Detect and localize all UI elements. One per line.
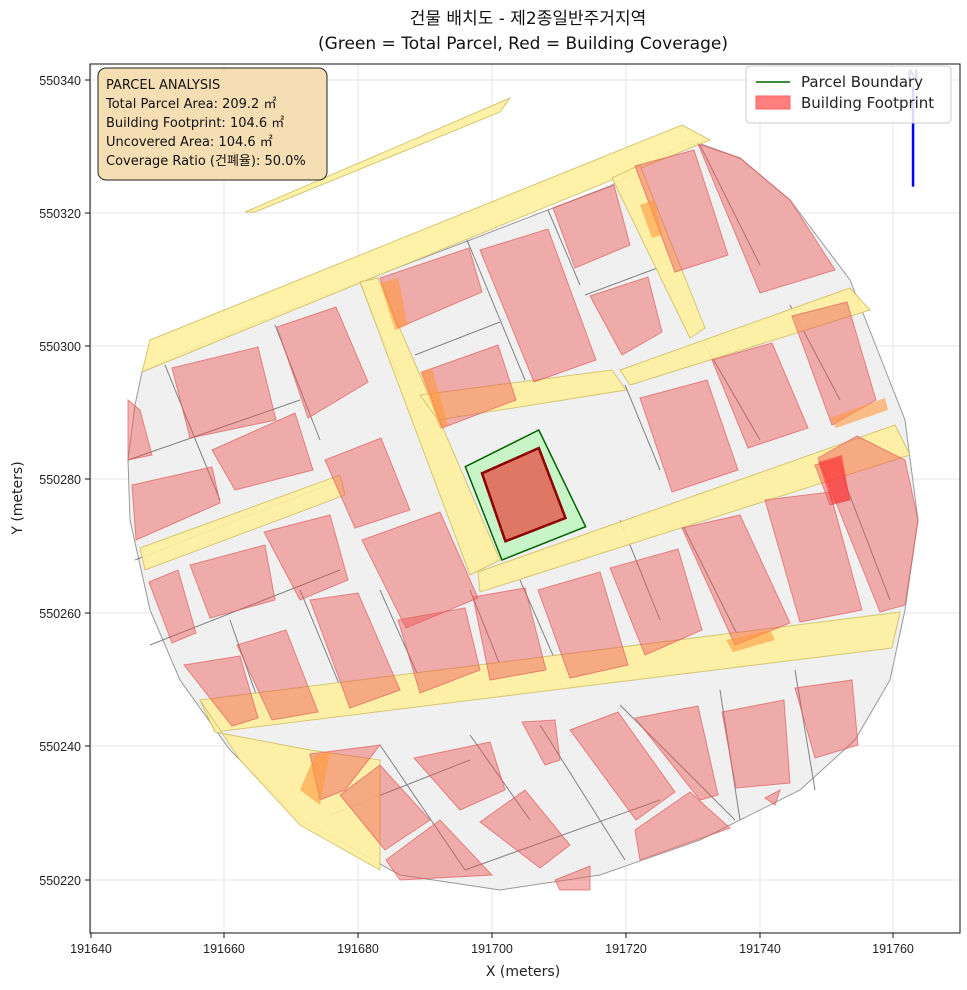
context-building (589, 276, 663, 356)
x-tick-label: 191660 (203, 942, 245, 956)
context-building (189, 544, 276, 619)
y-tick-label: 550300 (39, 340, 81, 354)
chart-title-line1: 건물 배치도 - 제2종일반주거지역 (410, 9, 646, 29)
x-axis-label: X (meters) (486, 964, 560, 980)
context-building (361, 511, 479, 629)
x-tick-label: 191720 (605, 942, 647, 956)
context-building (569, 711, 676, 821)
context-building (211, 412, 314, 491)
overlap (420, 368, 448, 428)
legend-parcel-label: Parcel Boundary (801, 73, 923, 91)
chart-title-line2: (Green = Total Parcel, Red = Building Co… (318, 34, 728, 54)
context-building (791, 301, 877, 426)
context-building (552, 184, 631, 269)
y-tick-label: 550280 (39, 473, 81, 487)
context-building (276, 306, 369, 419)
context-building (309, 592, 401, 709)
context-building (339, 764, 431, 851)
context-building (479, 789, 571, 869)
context-building (711, 342, 809, 449)
context-building (609, 548, 703, 656)
info-total-area: Total Parcel Area: 209.2 ㎡ (105, 97, 276, 112)
context-building (397, 607, 481, 694)
context-building (385, 819, 494, 881)
road-mid-upper (359, 277, 501, 576)
y-tick-label: 550340 (39, 74, 81, 88)
context-building (764, 788, 781, 806)
y-tick-label: 550260 (39, 607, 81, 621)
context-building (171, 346, 277, 439)
x-tick-label: 191700 (471, 942, 513, 956)
context-building (639, 379, 739, 493)
x-tick-marks (90, 933, 894, 938)
x-tick-label: 191640 (70, 942, 112, 956)
x-tick-label: 191680 (337, 942, 379, 956)
context-building (236, 629, 319, 721)
overlap (380, 278, 408, 330)
target-building-footprint (480, 446, 568, 543)
context-building (681, 514, 791, 646)
context-building (472, 587, 547, 681)
road-northwest-diagonal (244, 96, 512, 213)
context-building (479, 228, 597, 383)
context-building (263, 514, 349, 601)
map-canvas: N (90, 64, 960, 933)
x-tick-labels: 191640 191660 191680 191700 191720 19174… (70, 942, 914, 956)
context-building (131, 466, 221, 541)
overlap (300, 752, 330, 805)
context-building (521, 719, 561, 766)
overlap-highlights (300, 200, 888, 805)
info-footprint: Building Footprint: 104.6 ㎡ (106, 116, 284, 131)
context-building (697, 143, 836, 294)
y-tick-label: 550320 (39, 207, 81, 221)
road-northwest (141, 124, 712, 373)
context-buildings (127, 143, 919, 891)
x-tick-label: 191760 (872, 942, 914, 956)
highlight (818, 455, 850, 504)
road-center (419, 369, 627, 421)
context-building (324, 437, 411, 529)
context-building (794, 679, 859, 759)
context-building (721, 699, 791, 789)
y-tick-marks (85, 79, 90, 881)
info-coverage-ratio: Coverage Ratio (건폐율): 50.0% (106, 154, 306, 169)
legend-building-label: Building Footprint (801, 94, 934, 112)
road-east-diagonal (611, 164, 706, 339)
legend: Parcel Boundary Building Footprint (745, 65, 952, 124)
y-tick-label: 550240 (39, 740, 81, 754)
x-tick-label: 191740 (739, 942, 781, 956)
legend-building-swatch (755, 95, 791, 110)
context-building (413, 741, 506, 811)
context-building (537, 571, 629, 679)
y-tick-labels: 550220 550240 550260 550280 550300 55032… (39, 74, 81, 888)
info-title: PARCEL ANALYSIS (106, 78, 220, 93)
overlap (726, 630, 775, 652)
context-building (127, 398, 153, 461)
y-axis-label: Y (meters) (10, 461, 26, 535)
context-building (183, 655, 259, 727)
context-highlights (818, 455, 850, 504)
plot-frame (89, 63, 961, 934)
context-building (634, 791, 731, 861)
context-building (634, 705, 719, 801)
context-building (764, 491, 863, 623)
context-building (148, 569, 197, 644)
context-building (634, 149, 729, 273)
parcel-analysis-box: PARCEL ANALYSIS Total Parcel Area: 209.2… (97, 67, 328, 181)
road-west (139, 474, 346, 571)
overlap (830, 398, 888, 428)
overlap (640, 200, 662, 238)
road-main-diagonal (477, 424, 911, 593)
y-tick-label: 550220 (39, 874, 81, 888)
road-southwest-fan (199, 699, 381, 871)
context-building (554, 865, 591, 891)
info-uncovered: Uncovered Area: 104.6 ㎡ (106, 135, 273, 150)
